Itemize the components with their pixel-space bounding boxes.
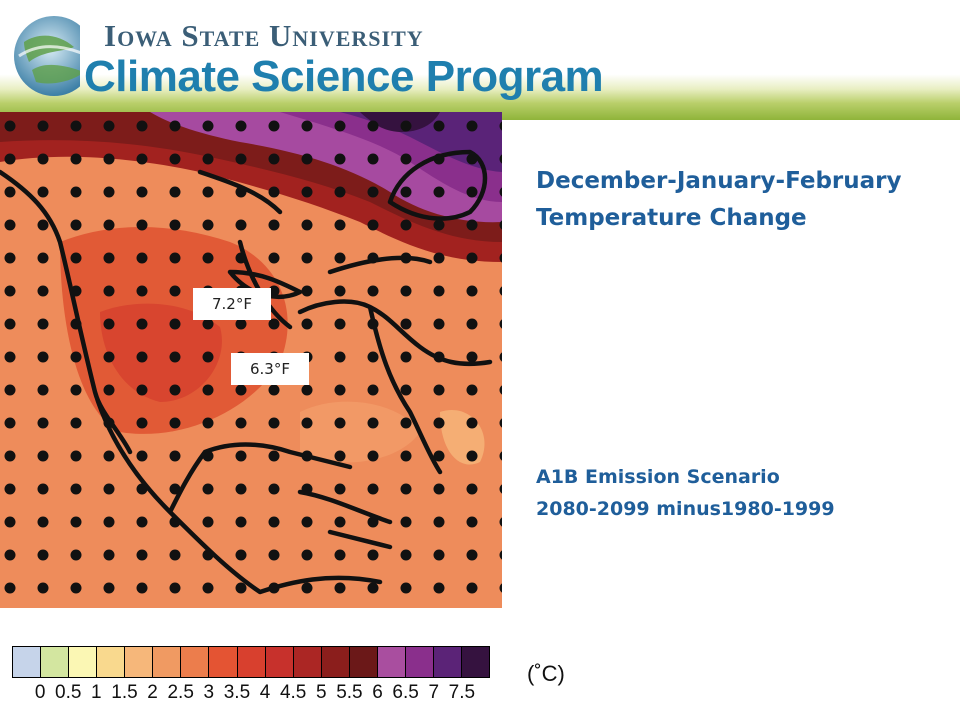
legend-tick-label: 0.5 (55, 682, 82, 703)
university-name: Iowa State University (104, 18, 424, 53)
legend-tick-label: 4.5 (279, 682, 307, 703)
legend-swatch (293, 647, 322, 677)
legend-unit-label: (˚C) (527, 661, 565, 686)
legend-swatch (181, 647, 210, 677)
legend-swatch (349, 647, 378, 677)
legend-tick-label: 4 (259, 682, 271, 703)
legend-tick-label: 5.5 (336, 682, 363, 703)
legend-swatch (377, 647, 406, 677)
globe-logo-icon (14, 16, 80, 96)
legend-tick-label: 2 (147, 682, 158, 703)
legend-tick-label: 1.5 (111, 682, 138, 703)
slide-title-line2: Temperature Change (536, 205, 807, 231)
legend-tick-label: 2.5 (167, 682, 194, 703)
legend-swatch (13, 647, 42, 677)
legend-tick-label: 7.5 (448, 682, 476, 703)
temperature-change-map (0, 112, 502, 608)
legend-tick-label: 6.5 (392, 682, 419, 703)
legend-tick-label: 3.5 (223, 682, 251, 703)
legend-tick-label: 5 (315, 682, 327, 703)
legend-swatch (209, 647, 238, 677)
legend-tick-label: 3 (203, 682, 215, 703)
legend-swatch (405, 647, 434, 677)
legend-tick-label: 1 (91, 682, 102, 703)
legend-swatch (153, 647, 182, 677)
program-name: Climate Science Program (84, 52, 604, 101)
legend-swatch (321, 647, 350, 677)
slide-title-line1: December-January-February (536, 168, 902, 194)
legend-swatch (462, 647, 490, 677)
legend-tick-label: 6 (372, 682, 383, 703)
period-label: 2080-2099 minus1980-1999 (536, 498, 835, 520)
legend-swatch (433, 647, 462, 677)
color-legend-bar (12, 646, 490, 678)
annotation-7-2f: 7.2°F (193, 288, 271, 320)
legend-swatch (237, 647, 266, 677)
legend-swatch (69, 647, 98, 677)
legend-tick-label: 7 (428, 682, 440, 703)
scenario-label: A1B Emission Scenario (536, 466, 780, 488)
legend-tick-label: 0 (34, 682, 46, 703)
legend-swatch (97, 647, 126, 677)
legend-swatch (125, 647, 154, 677)
header-banner: Iowa State University Climate Science Pr… (0, 0, 960, 120)
legend-swatch (265, 647, 294, 677)
color-legend-ticks: 0 0.5 1 1.5 2 2.5 3 3.5 4 4.5 5 5.5 6 6.5 7 7.5 (26, 682, 502, 706)
legend-swatch (41, 647, 70, 677)
annotation-6-3f: 6.3°F (231, 353, 309, 385)
